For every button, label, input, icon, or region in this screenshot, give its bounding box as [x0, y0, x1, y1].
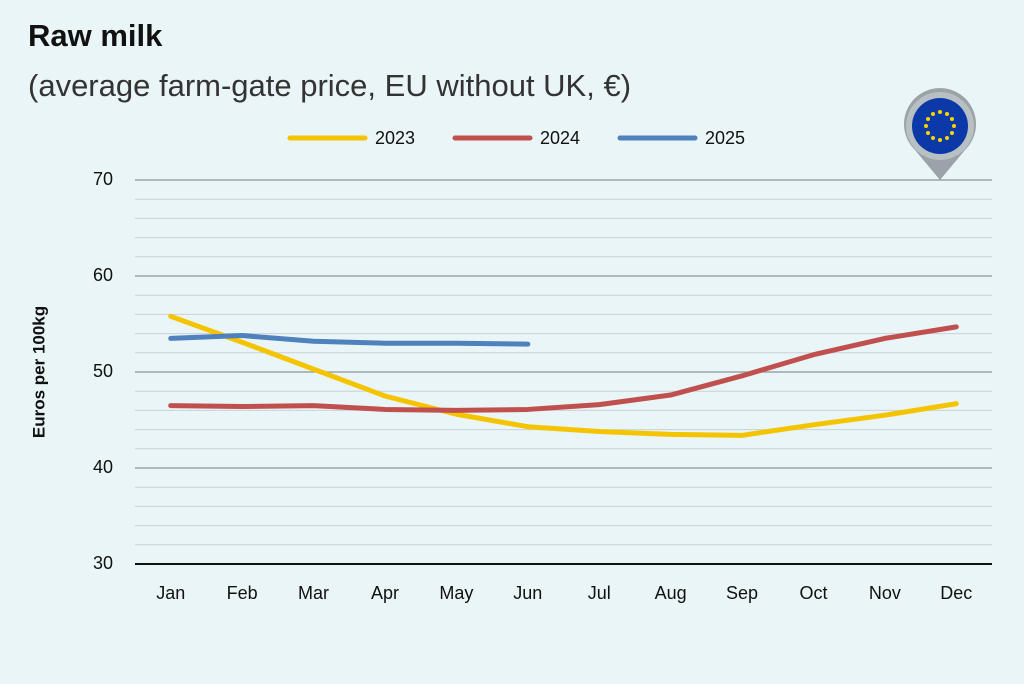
- y-tick-label: 70: [93, 169, 113, 189]
- x-tick-label: Jun: [513, 583, 542, 603]
- legend-label: 2025: [705, 128, 745, 148]
- series-line: [168, 324, 959, 413]
- eu-pin-icon: [904, 88, 976, 180]
- x-tick-label: May: [439, 583, 473, 603]
- series-line: [168, 333, 531, 347]
- x-tick-label: Jan: [156, 583, 185, 603]
- x-tick-label: Mar: [298, 583, 329, 603]
- y-tick-label: 30: [93, 553, 113, 573]
- y-axis-label: Euros per 100kg: [29, 306, 48, 438]
- x-tick-label: Dec: [940, 583, 972, 603]
- x-tick-label: Nov: [869, 583, 901, 603]
- chart-subtitle: (average farm-gate price, EU without UK,…: [28, 68, 631, 103]
- legend-label: 2023: [375, 128, 415, 148]
- y-tick-label: 40: [93, 457, 113, 477]
- y-tick-label: 50: [93, 361, 113, 381]
- x-tick-label: Jul: [588, 583, 611, 603]
- x-tick-label: Feb: [227, 583, 258, 603]
- x-tick-label: Oct: [799, 583, 827, 603]
- series-line: [168, 313, 959, 438]
- x-tick-label: Sep: [726, 583, 758, 603]
- x-tick-label: Apr: [371, 583, 399, 603]
- chart-title: Raw milk: [28, 18, 163, 53]
- y-tick-label: 60: [93, 265, 113, 285]
- x-tick-label: Aug: [655, 583, 687, 603]
- legend-label: 2024: [540, 128, 580, 148]
